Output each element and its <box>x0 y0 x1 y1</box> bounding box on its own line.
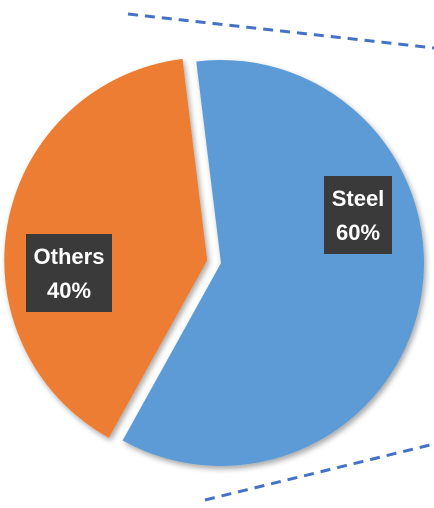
slice-label-others-box <box>26 234 112 312</box>
slice-label-others: Others 40% <box>26 234 112 312</box>
slice-label-others-name: Others <box>34 244 105 269</box>
slice-label-steel-value: 60% <box>336 220 380 245</box>
slice-label-others-value: 40% <box>47 278 91 303</box>
slice-label-steel-name: Steel <box>332 186 385 211</box>
callout-line-top <box>127 12 434 50</box>
slice-label-steel-box <box>324 176 392 254</box>
callout-line-bottom <box>204 442 434 502</box>
pie-slice-steel <box>122 59 424 466</box>
slice-label-steel: Steel 60% <box>324 176 392 254</box>
